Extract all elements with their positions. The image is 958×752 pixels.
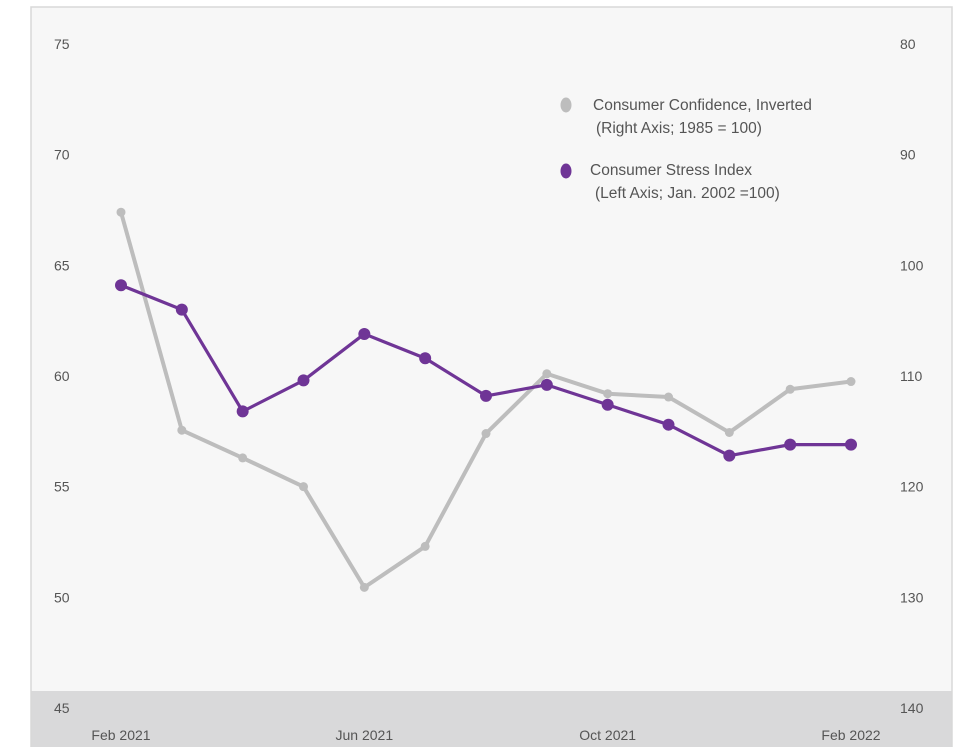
legend-marker [560,97,572,113]
data-point [419,352,432,365]
right-axis-tick-label: 80 [900,36,916,52]
data-point [846,377,856,387]
data-point [481,429,491,439]
right-axis: 80 90 100 110 120 130 140 [900,36,924,716]
left-axis-tick-label: 45 [54,700,70,716]
legend-series-name: Consumer Stress Index [590,162,752,179]
data-point [540,378,553,391]
data-point [480,389,492,402]
x-axis-tick-label: Feb 2022 [821,727,880,743]
plot-background [31,7,952,691]
data-point [601,398,614,411]
legend-series-note: (Right Axis; 1985 = 100) [596,120,762,137]
data-point [238,453,248,463]
data-point [359,582,369,592]
data-point [297,374,310,387]
data-point [116,207,126,217]
data-point [420,541,430,551]
right-axis-tick-label: 100 [900,257,924,273]
data-point [784,438,797,451]
left-axis-tick-label: 70 [54,147,70,163]
right-axis-tick-label: 110 [900,368,923,384]
legend-item: Consumer Stress Index (Left Axis; Jan. 20… [560,162,780,202]
data-point [662,418,675,431]
left-axis-tick-label: 75 [54,36,70,52]
data-point [845,438,857,451]
data-point [236,405,249,418]
data-point [785,384,795,394]
left-axis-tick-label: 50 [54,589,70,605]
series-consumer-confidence [116,207,856,592]
legend-item: Consumer Confidence, Inverted (Right Axis… [560,97,812,137]
x-axis-tick-label: Jun 2021 [336,727,394,743]
legend-marker [560,163,572,179]
data-point [175,303,188,316]
right-axis-tick-label: 90 [900,147,916,163]
legend-series-note: (Left Axis; Jan. 2002 =100) [595,185,780,202]
data-point [177,425,187,435]
right-axis-tick-label: 120 [900,479,924,495]
left-axis-tick-label: 60 [54,368,70,384]
data-point [603,389,613,399]
x-axis-tick-label: Feb 2021 [91,727,150,743]
x-axis-tick-label: Oct 2021 [579,727,636,743]
left-axis-tick-label: 65 [54,257,70,273]
series-consumer-stress-index [115,279,857,462]
right-axis-tick-label: 140 [900,700,924,716]
legend: Consumer Confidence, Inverted (Right Axis… [560,97,812,202]
data-point [664,392,673,402]
series-layer [115,207,857,592]
x-axis-band [31,691,952,747]
data-point [723,449,736,462]
data-point [115,279,127,292]
data-point [724,427,734,437]
data-point [542,369,552,379]
right-axis-tick-label: 130 [900,589,924,605]
left-axis: 75 70 65 60 55 50 45 [54,36,70,716]
data-point [299,482,308,492]
left-axis-tick-label: 55 [54,479,70,495]
x-axis: Feb 2021 Jun 2021 Oct 2021 Feb 2022 [91,727,880,743]
legend-series-name: Consumer Confidence, Inverted [593,97,812,114]
data-point [358,327,371,340]
